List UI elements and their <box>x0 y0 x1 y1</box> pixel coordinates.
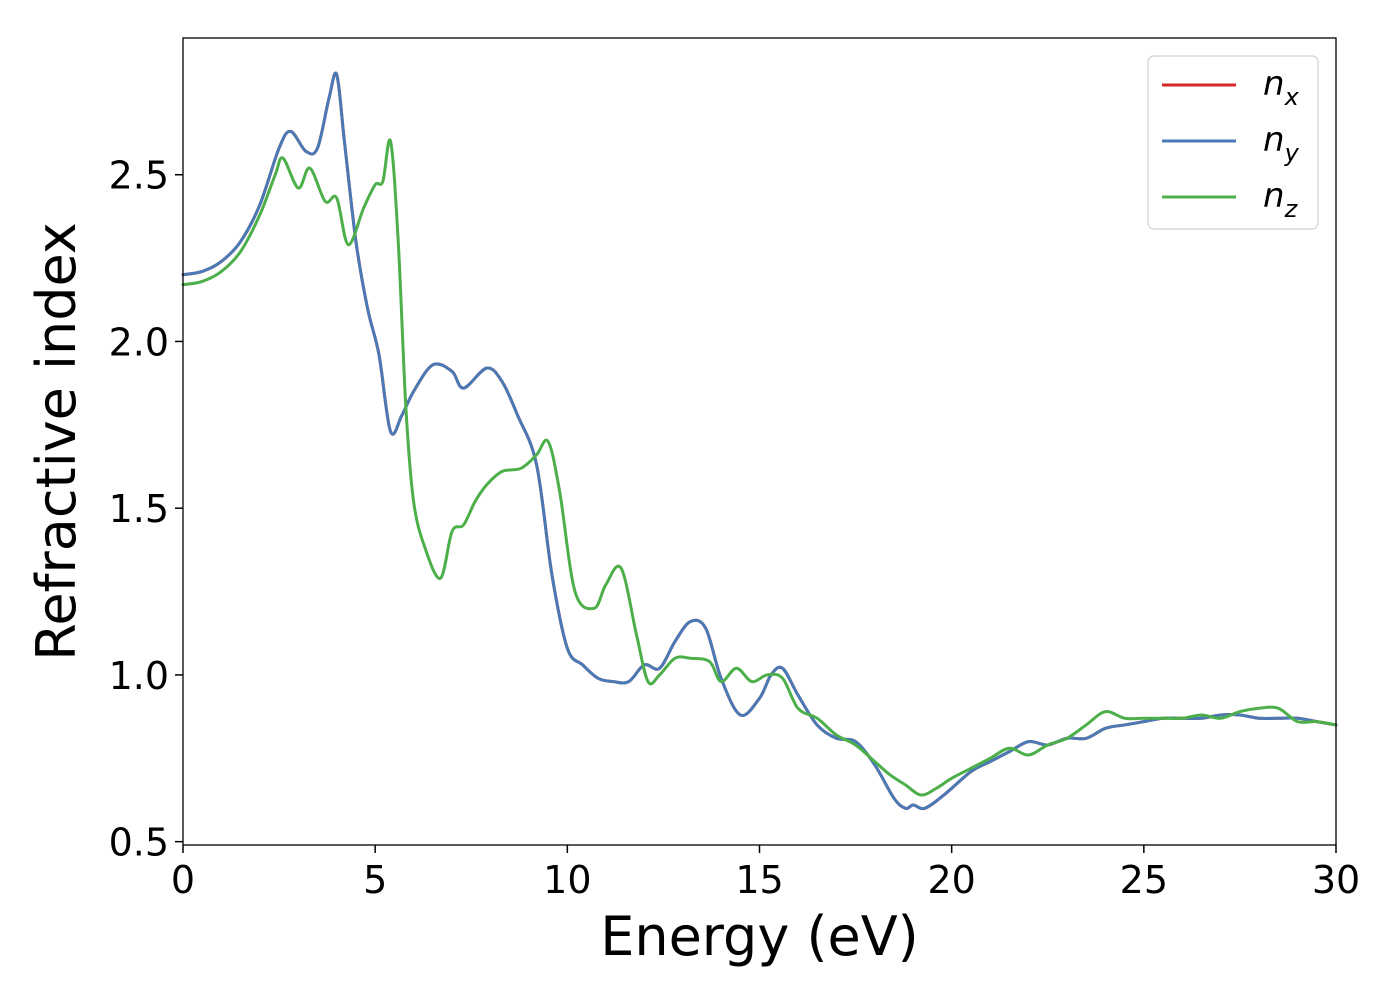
y-tick-label: 1.5 <box>109 487 169 531</box>
legend-label-base: n <box>1263 120 1285 160</box>
x-tick-label: 10 <box>543 858 591 902</box>
x-axis-ticks: 0 5 10 15 20 25 30 <box>171 845 1360 902</box>
x-axis-label: Energy (eV) <box>600 905 919 968</box>
x-tick-label: 30 <box>1312 858 1360 902</box>
x-tick-label: 0 <box>171 858 195 902</box>
y-tick-label: 1.0 <box>109 654 169 698</box>
series-layer <box>181 71 1338 811</box>
legend-label-subscript: z <box>1284 195 1299 223</box>
series-line-y <box>181 71 1338 811</box>
legend-label-subscript: y <box>1284 139 1300 167</box>
legend-label-x: nx <box>1263 64 1300 111</box>
legend-label-y: ny <box>1263 120 1300 167</box>
y-axis-label: Refractive index <box>25 222 88 661</box>
y-tick-label: 0.5 <box>109 821 169 865</box>
y-tick-label: 2.0 <box>109 320 169 364</box>
legend-label-base: n <box>1263 176 1285 216</box>
legend-label-base: n <box>1263 64 1285 104</box>
x-tick-label: 20 <box>927 858 975 902</box>
x-tick-label: 5 <box>363 858 387 902</box>
y-tick-label: 2.5 <box>109 154 169 198</box>
x-tick-label: 15 <box>735 858 783 902</box>
legend-label-subscript: x <box>1284 83 1300 111</box>
plot-frame <box>182 37 1337 846</box>
y-axis-ticks: 0.5 1.0 1.5 2.0 2.5 <box>109 154 183 865</box>
legend-label-z: nz <box>1263 176 1299 223</box>
series-line-z <box>181 138 1338 797</box>
x-tick-label: 25 <box>1120 858 1168 902</box>
